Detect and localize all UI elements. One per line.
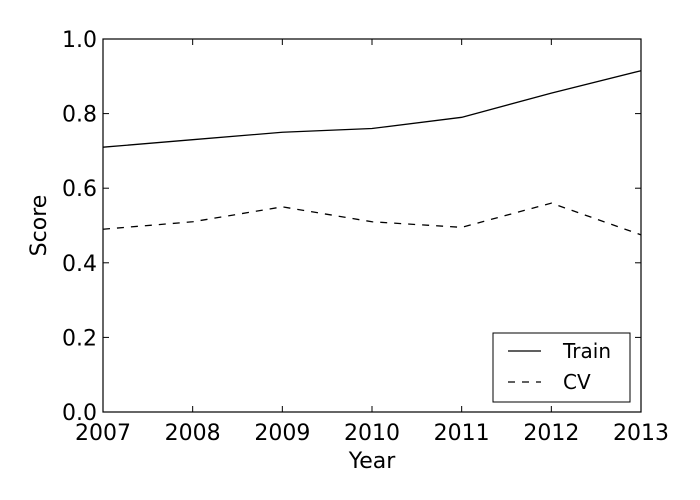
x-tick-label: 2012 (523, 421, 579, 446)
x-tick-label: 2013 (613, 421, 669, 446)
x-tick-label: 2010 (344, 421, 400, 446)
axis-ticks: 2007 2008 2009 2010 2011 2012 2013 0.0 0.2 0.4 0.6… (62, 28, 669, 446)
plot-layer (102, 70, 642, 236)
x-tick-label: 2008 (165, 421, 221, 446)
series-line-cv (102, 202, 642, 236)
legend: Train CV (492, 332, 631, 403)
y-tick-label: 0.8 (62, 103, 97, 128)
y-tick-label: 0.0 (62, 401, 97, 426)
y-axis-label: Score (27, 195, 52, 257)
y-tick-label: 0.2 (62, 326, 97, 351)
y-tick-label: 0.6 (62, 177, 97, 202)
legend-label-cv: CV (563, 370, 591, 394)
y-tick-label: 1.0 (62, 28, 97, 53)
x-tick-label: 2007 (75, 421, 131, 446)
y-tick-label: 0.4 (62, 252, 97, 277)
x-tick-label: 2011 (434, 421, 490, 446)
x-axis-label: Year (348, 449, 397, 474)
x-tick-label: 2009 (254, 421, 310, 446)
series-line-train (102, 70, 642, 148)
legend-box (492, 332, 631, 403)
legend-label-train: Train (562, 339, 611, 363)
